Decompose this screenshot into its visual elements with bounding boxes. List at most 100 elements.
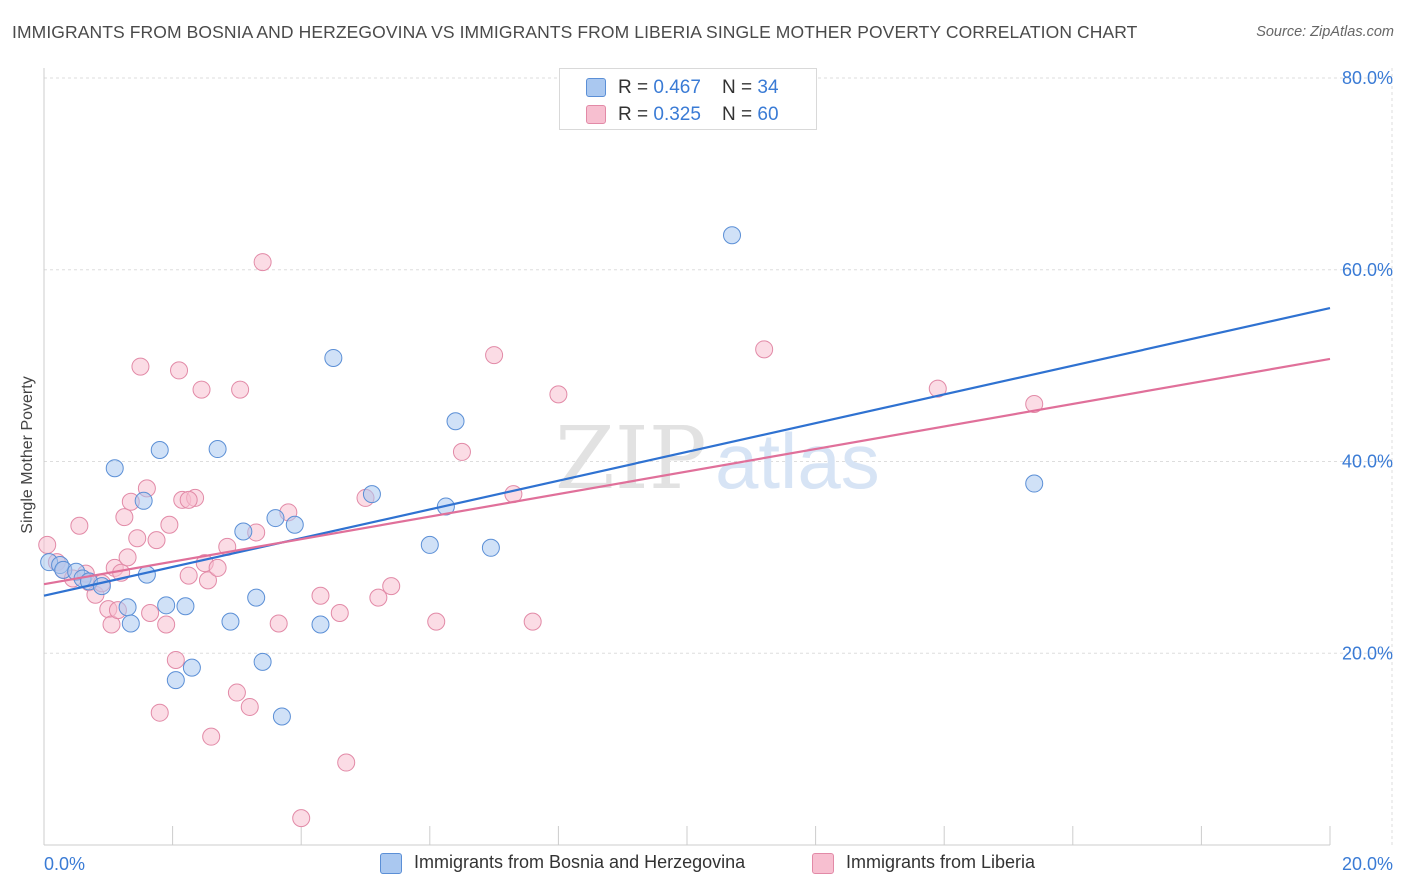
- legend-n-label: N =: [722, 104, 758, 125]
- legend-swatch-bosnia: [586, 78, 606, 97]
- liberia-point: [192, 380, 211, 399]
- liberia-point: [147, 531, 166, 550]
- liberia-point: [208, 558, 227, 577]
- watermark-zip: ZIP: [555, 409, 707, 509]
- bosnia-point: [446, 412, 465, 431]
- series-swatch-bosnia: [380, 853, 402, 874]
- liberia-point: [128, 529, 147, 548]
- liberia-point: [38, 535, 57, 554]
- liberia-trend-line: [43, 357, 1331, 586]
- legend-r-label: R =: [618, 104, 654, 125]
- bosnia-point: [253, 652, 272, 671]
- x-tick-label: 20.0%: [1342, 854, 1393, 874]
- legend-r-value: 0.467: [653, 77, 701, 98]
- liberia-point: [292, 809, 311, 828]
- bosnia-point: [105, 459, 124, 478]
- bosnia-point: [208, 440, 227, 459]
- liberia-point: [928, 379, 947, 398]
- watermark: ZIP atlas: [555, 409, 880, 509]
- liberia-point: [118, 548, 137, 567]
- legend-r-label: R =: [618, 77, 654, 98]
- liberia-point: [427, 612, 446, 631]
- legend-swatch-liberia: [586, 105, 606, 124]
- liberia-point: [115, 508, 134, 527]
- liberia-point: [170, 361, 189, 380]
- liberia-point: [166, 650, 185, 669]
- bosnia-point: [92, 577, 111, 596]
- bosnia-point: [266, 509, 285, 528]
- legend-n-label: N =: [722, 77, 758, 98]
- source-credit: Source: ZipAtlas.com: [1256, 24, 1394, 40]
- liberia-point: [369, 588, 388, 607]
- bosnia-trend-line: [43, 307, 1331, 597]
- liberia-point: [452, 442, 471, 461]
- bosnia-point: [272, 707, 291, 726]
- trend-lines: [43, 307, 1331, 597]
- liberia-point: [131, 357, 150, 376]
- series-name-liberia: Immigrants from Liberia: [846, 852, 1036, 872]
- chart-title: IMMIGRANTS FROM BOSNIA AND HERZEGOVINA V…: [12, 22, 1138, 42]
- liberia-point: [382, 577, 401, 596]
- y-tick-label: 60.0%: [1342, 260, 1393, 280]
- series-name-bosnia: Immigrants from Bosnia and Herzegovina: [414, 852, 746, 872]
- liberia-point: [150, 703, 169, 722]
- x-tick-marks: [43, 826, 1331, 845]
- liberia-point: [198, 571, 217, 590]
- liberia-point: [523, 612, 542, 631]
- liberia-point: [141, 603, 160, 622]
- bosnia-point: [176, 597, 195, 616]
- liberia-point: [160, 515, 179, 534]
- legend-r-value: 0.325: [653, 104, 701, 125]
- liberia-point: [269, 614, 288, 633]
- liberia-point: [70, 516, 89, 535]
- bosnia-point: [247, 588, 266, 607]
- liberia-point: [1025, 394, 1044, 413]
- bosnia-point: [311, 615, 330, 634]
- data-points: [38, 226, 1044, 828]
- x-tick-label: 0.0%: [44, 854, 85, 874]
- liberia-point: [179, 490, 198, 509]
- y-tick-label: 80.0%: [1342, 68, 1393, 88]
- bosnia-point: [118, 598, 137, 617]
- bosnia-point: [134, 491, 153, 510]
- y-axis-label: Single Mother Poverty: [19, 376, 36, 534]
- bosnia-point: [1025, 474, 1044, 493]
- watermark-atlas: atlas: [715, 417, 880, 505]
- gridlines: [44, 68, 1393, 845]
- x-tick-labels: 0.0% 20.0%: [44, 854, 1393, 874]
- bosnia-point: [723, 226, 742, 245]
- liberia-point: [755, 340, 774, 359]
- series-swatch-liberia: [812, 853, 834, 874]
- bosnia-point: [285, 515, 304, 534]
- stats-legend: R = 0.467 N = 34 R = 0.325 N = 60: [559, 68, 817, 130]
- liberia-point: [179, 566, 198, 585]
- bosnia-point: [420, 535, 439, 554]
- legend-n-value: 60: [757, 104, 779, 125]
- bosnia-point: [324, 348, 343, 367]
- bosnia-point: [234, 522, 253, 541]
- y-tick-labels: 20.0% 40.0% 60.0% 80.0%: [1342, 68, 1393, 663]
- y-tick-label: 40.0%: [1342, 452, 1393, 472]
- liberia-point: [330, 603, 349, 622]
- bosnia-point: [157, 596, 176, 615]
- bosnia-point: [121, 614, 140, 633]
- bosnia-point: [481, 538, 500, 557]
- liberia-point: [202, 727, 221, 746]
- bosnia-point: [221, 612, 240, 631]
- liberia-point: [549, 385, 568, 404]
- liberia-point: [227, 683, 246, 702]
- bosnia-point: [182, 658, 201, 677]
- liberia-point: [311, 586, 330, 605]
- liberia-point: [231, 380, 250, 399]
- bosnia-point: [166, 671, 185, 690]
- liberia-point: [485, 346, 504, 365]
- bosnia-point: [150, 440, 169, 459]
- y-tick-label: 20.0%: [1342, 643, 1393, 663]
- liberia-point: [337, 753, 356, 772]
- legend-n-value: 34: [757, 77, 779, 98]
- liberia-point: [157, 615, 176, 634]
- bosnia-point: [362, 485, 381, 504]
- liberia-point: [240, 697, 259, 716]
- liberia-point: [253, 253, 272, 272]
